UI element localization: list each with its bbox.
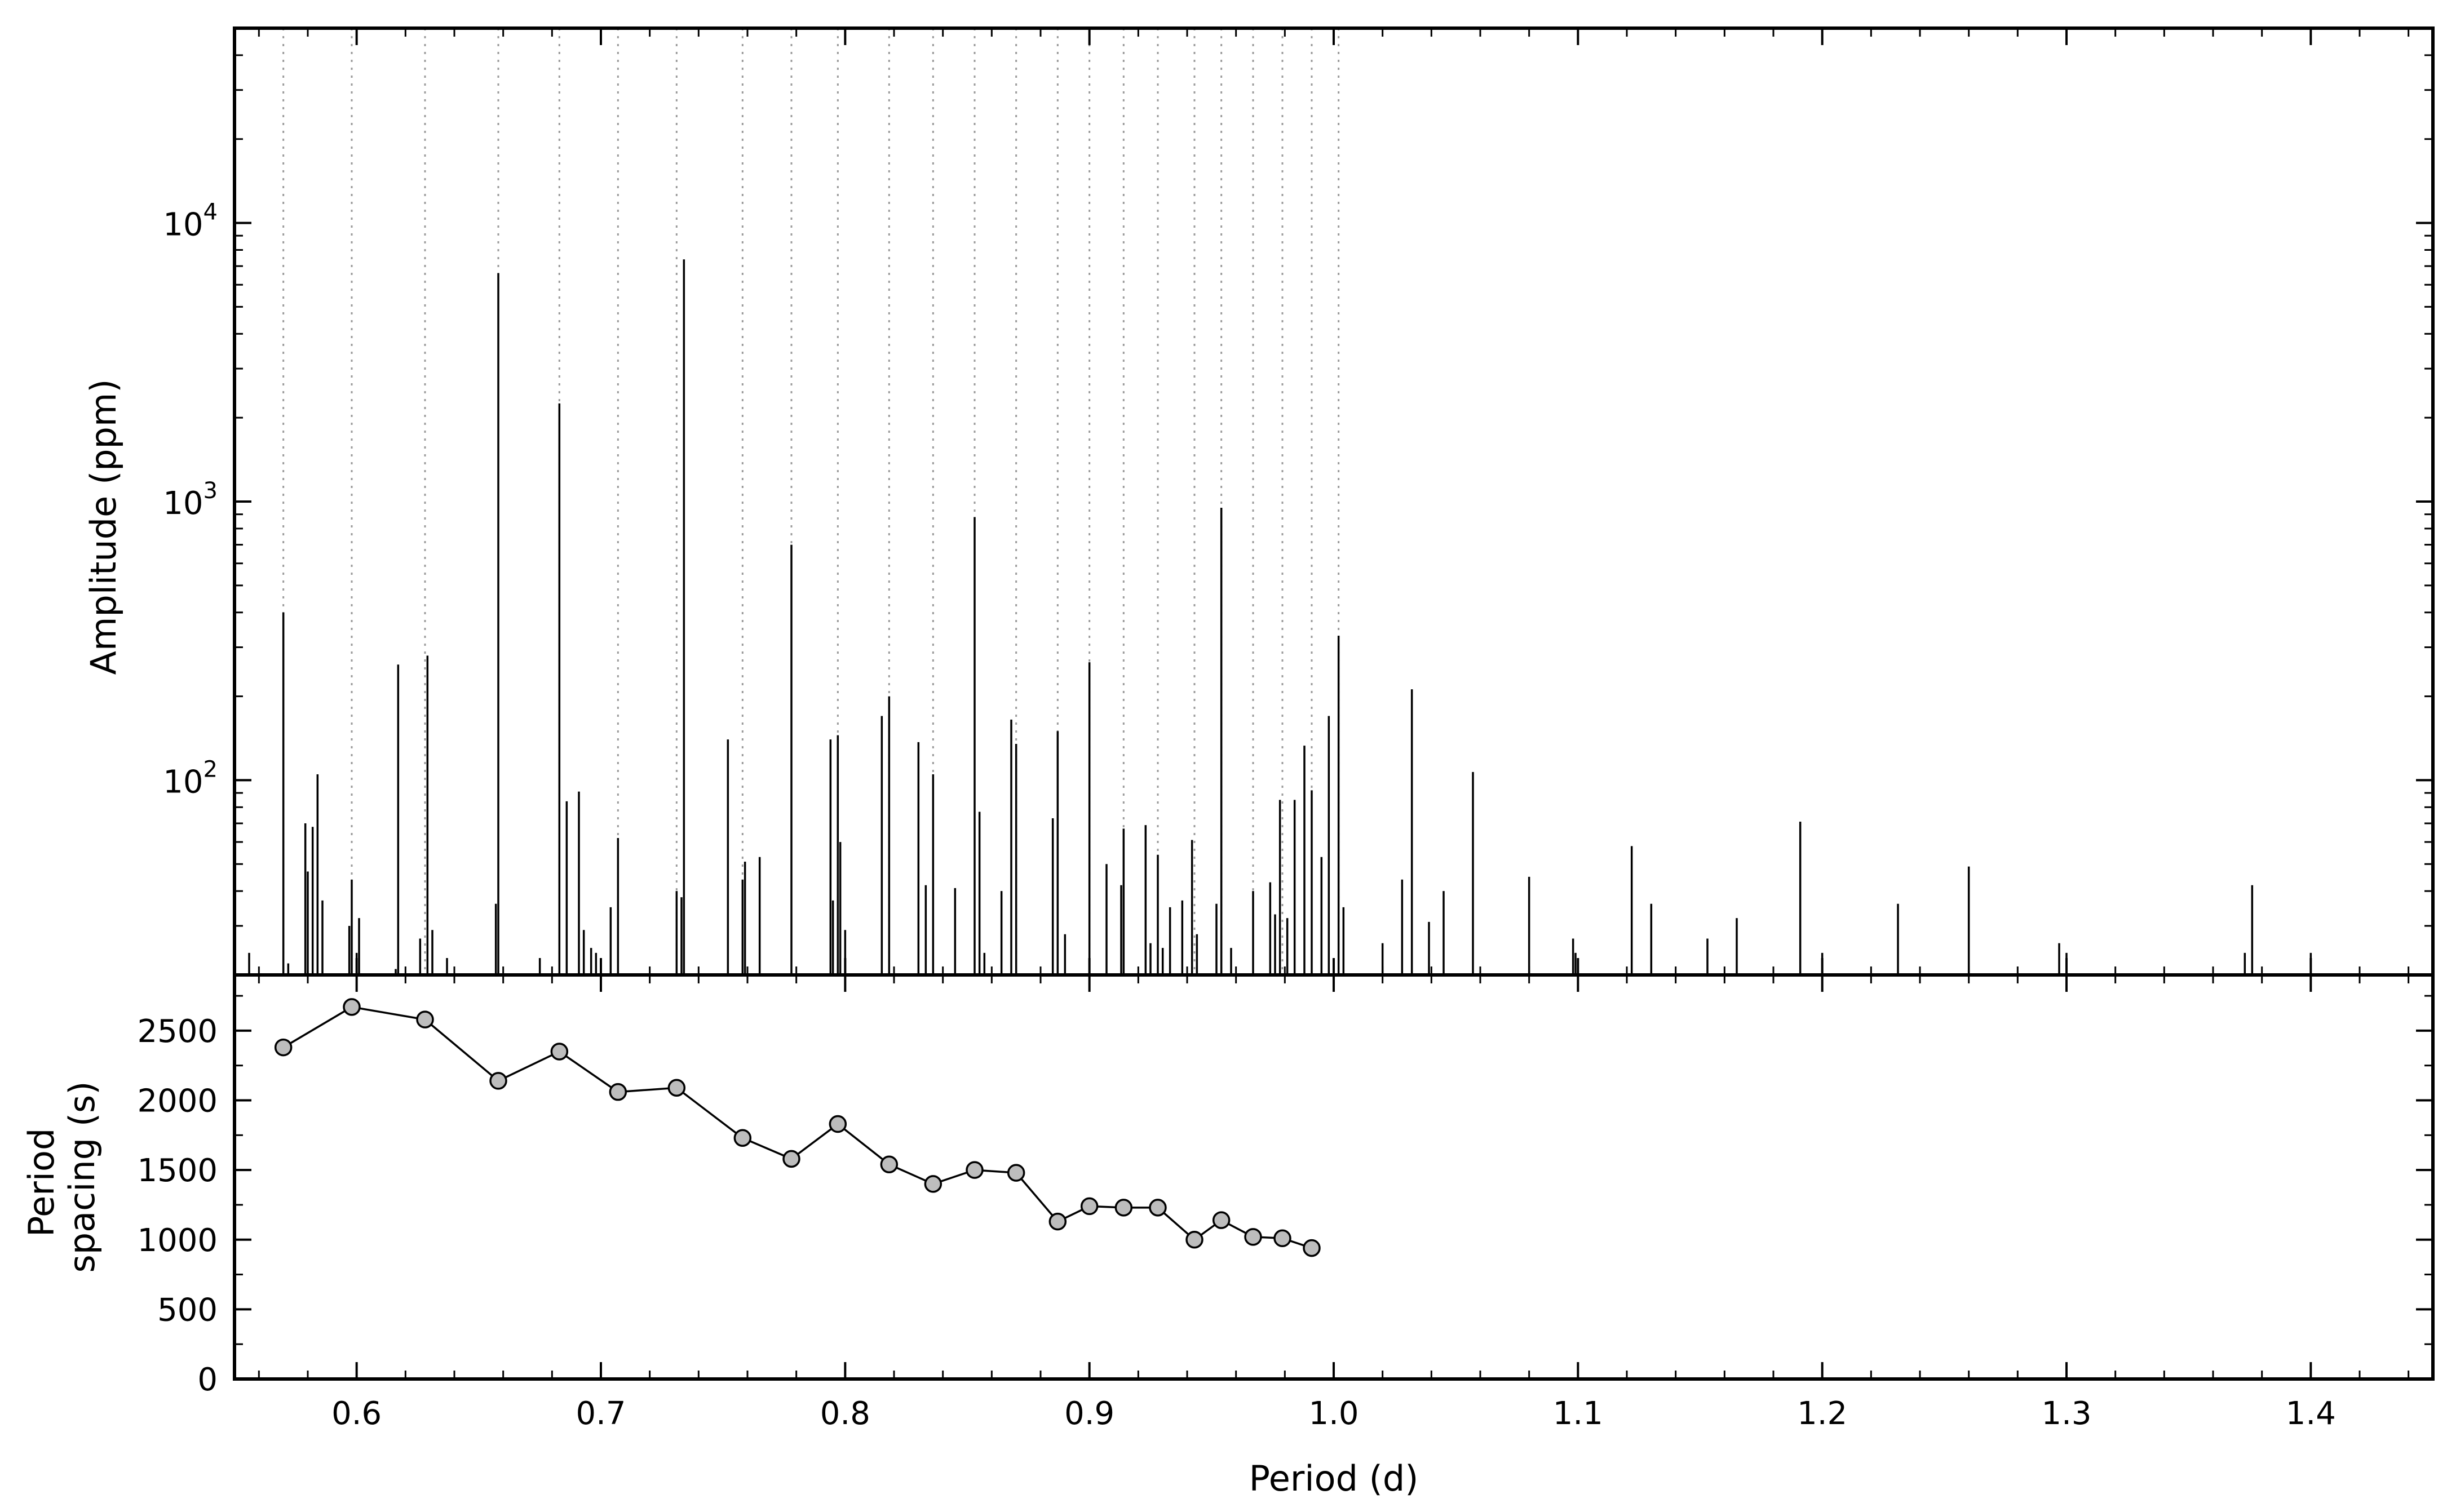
x-tick-label: 0.9: [1064, 1395, 1114, 1432]
y-tick-label: 0: [197, 1362, 218, 1398]
period-spacing-panel: 0 500 1000 1500 2000 2500 0.6 0.7 0.8 0.9 1.0 1.1 1…: [21, 973, 2435, 1499]
spacing-y-axis-label-line1: Period: [21, 1128, 62, 1237]
period-spacing-point: [1244, 1228, 1262, 1246]
period-spacing-point: [550, 1043, 569, 1061]
amplitude-y-axis-label: Amplitude (ppm): [83, 379, 124, 675]
x-tick-label: 0.7: [576, 1395, 626, 1432]
period-spacing-point: [1303, 1239, 1321, 1257]
y-tick-label-exponent: 2: [203, 756, 218, 782]
y-tick-label-base: 10: [163, 207, 203, 243]
period-spacing-point: [1149, 1199, 1167, 1217]
y-tick-label-exponent: 3: [203, 478, 218, 504]
y-tick-label: 2000: [137, 1083, 218, 1120]
period-spacing-point: [1212, 1211, 1231, 1229]
spacing-y-axis-label-line2: spacing (s): [61, 1081, 103, 1272]
x-tick-label: 0.6: [331, 1395, 382, 1432]
period-spacing-point: [924, 1175, 942, 1193]
y-tick-label: 1500: [137, 1152, 218, 1189]
period-spacing-point: [1007, 1164, 1025, 1182]
period-x-axis-label: Period (d): [1249, 1458, 1419, 1499]
spacing-y-ticks: 0 500 1000 1500 2000 2500: [137, 995, 2433, 1398]
y-tick-label: 104: [163, 199, 218, 243]
y-tick-label-exponent: 4: [203, 199, 218, 225]
x-tick-label: 1.2: [1797, 1395, 1847, 1432]
spacing-y-axis-label: Period spacing (s): [21, 1081, 103, 1272]
period-spacing-point: [1048, 1212, 1067, 1231]
x-tick-label: 1.3: [2041, 1395, 2091, 1432]
period-spacing-point: [1185, 1231, 1203, 1249]
period-spacing-point: [416, 1010, 434, 1028]
y-tick-label: 500: [157, 1292, 218, 1328]
y-tick-label: 2500: [137, 1013, 218, 1050]
period-spacing-point: [966, 1161, 984, 1179]
period-spacing-point: [1114, 1199, 1133, 1217]
x-tick-label: 1.0: [1308, 1395, 1359, 1432]
period-spacing-point: [733, 1129, 752, 1147]
y-tick-label: 103: [163, 478, 218, 522]
amplitude-peaks: [248, 259, 2312, 975]
period-spacing-panel-frame: [233, 973, 2435, 1381]
period-spacing-point: [880, 1155, 899, 1173]
period-spacing-point: [1273, 1229, 1291, 1248]
guide-lines: [282, 28, 1340, 975]
period-spacing-point: [489, 1072, 507, 1090]
y-tick-label-base: 10: [163, 764, 203, 800]
period-spacing-point: [343, 998, 361, 1016]
period-spacing-point: [829, 1115, 847, 1133]
period-spacing-point: [782, 1150, 800, 1168]
x-tick-label: 1.4: [2286, 1395, 2336, 1432]
y-tick-label: 1000: [137, 1222, 218, 1259]
amplitude-panel-frame: [233, 26, 2435, 977]
amplitude-x-ticks: [258, 28, 2410, 975]
period-spacing-points: [274, 998, 1321, 1257]
period-spacing-point: [1080, 1197, 1099, 1216]
x-tick-label: 0.8: [820, 1395, 870, 1432]
x-tick-label: 1.1: [1553, 1395, 1603, 1432]
period-spacing-point: [274, 1038, 293, 1057]
period-x-ticks: 0.6 0.7 0.8 0.9 1.0 1.1 1.2 1.3 1.4: [258, 975, 2410, 1432]
period-spacing-point: [667, 1079, 686, 1097]
y-tick-label-base: 10: [163, 485, 203, 522]
period-spacing-point: [609, 1083, 627, 1101]
y-tick-label: 102: [163, 756, 218, 800]
